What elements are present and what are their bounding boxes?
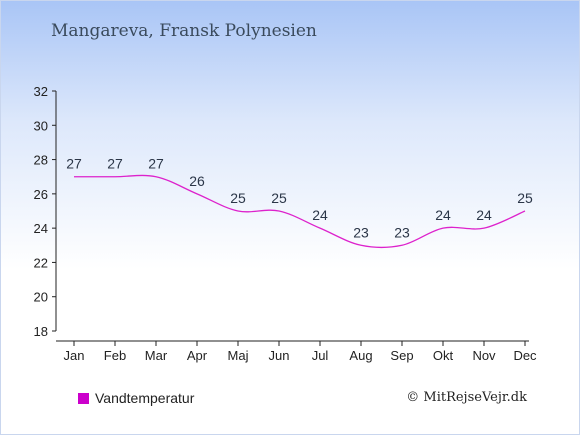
- y-tick-label: 28: [34, 153, 48, 168]
- data-label: 26: [189, 173, 205, 189]
- x-tick-label: Maj: [228, 348, 249, 363]
- y-tick-label: 30: [34, 118, 48, 133]
- y-tick-label: 18: [34, 324, 48, 339]
- data-label: 23: [353, 224, 369, 240]
- x-tick-label: Nov: [472, 348, 496, 363]
- chart-title: Mangareva, Fransk Polynesien: [51, 21, 317, 41]
- axes: 18 20 22 24 26 28 30 32 Jan Feb Mar Apr Maj Jun Jul Aug…: [34, 84, 538, 363]
- legend-swatch: [78, 392, 89, 404]
- legend-label: Vandtemperatur: [95, 390, 195, 406]
- x-tick-label: Okt: [433, 348, 454, 363]
- legend: Vandtemperatur: [78, 390, 194, 406]
- data-label: 24: [312, 207, 328, 223]
- x-tick-label: Apr: [187, 348, 208, 363]
- data-label: 23: [394, 224, 410, 240]
- x-tick-label: Jan: [64, 348, 85, 363]
- y-tick-label: 32: [34, 84, 48, 99]
- x-tick-label: Sep: [390, 348, 413, 363]
- x-tick-label: Mar: [145, 348, 168, 363]
- y-tick-label: 26: [34, 187, 48, 202]
- data-label: 25: [271, 190, 287, 206]
- x-tick-label: Aug: [349, 348, 372, 363]
- x-tick-label: Jun: [269, 348, 290, 363]
- x-tick-label: Jul: [312, 348, 329, 363]
- y-tick-label: 24: [34, 221, 48, 236]
- data-label: 24: [476, 207, 492, 223]
- data-label: 27: [107, 156, 123, 172]
- data-labels: 27 27 27 26 25 25 24 23 23 24 24 25: [66, 156, 533, 241]
- data-label: 27: [148, 156, 164, 172]
- data-label: 24: [435, 207, 451, 223]
- data-label: 27: [66, 156, 82, 172]
- credit-text: © MitRejseVejr.dk: [406, 390, 527, 405]
- data-label: 25: [230, 190, 246, 206]
- x-tick-label: Dec: [513, 348, 537, 363]
- series-layer: [74, 174, 526, 249]
- y-tick-label: 20: [34, 290, 48, 305]
- x-tick-label: Feb: [104, 348, 126, 363]
- data-label: 25: [517, 190, 533, 206]
- y-tick-label: 22: [34, 255, 48, 270]
- series-line: [74, 174, 526, 249]
